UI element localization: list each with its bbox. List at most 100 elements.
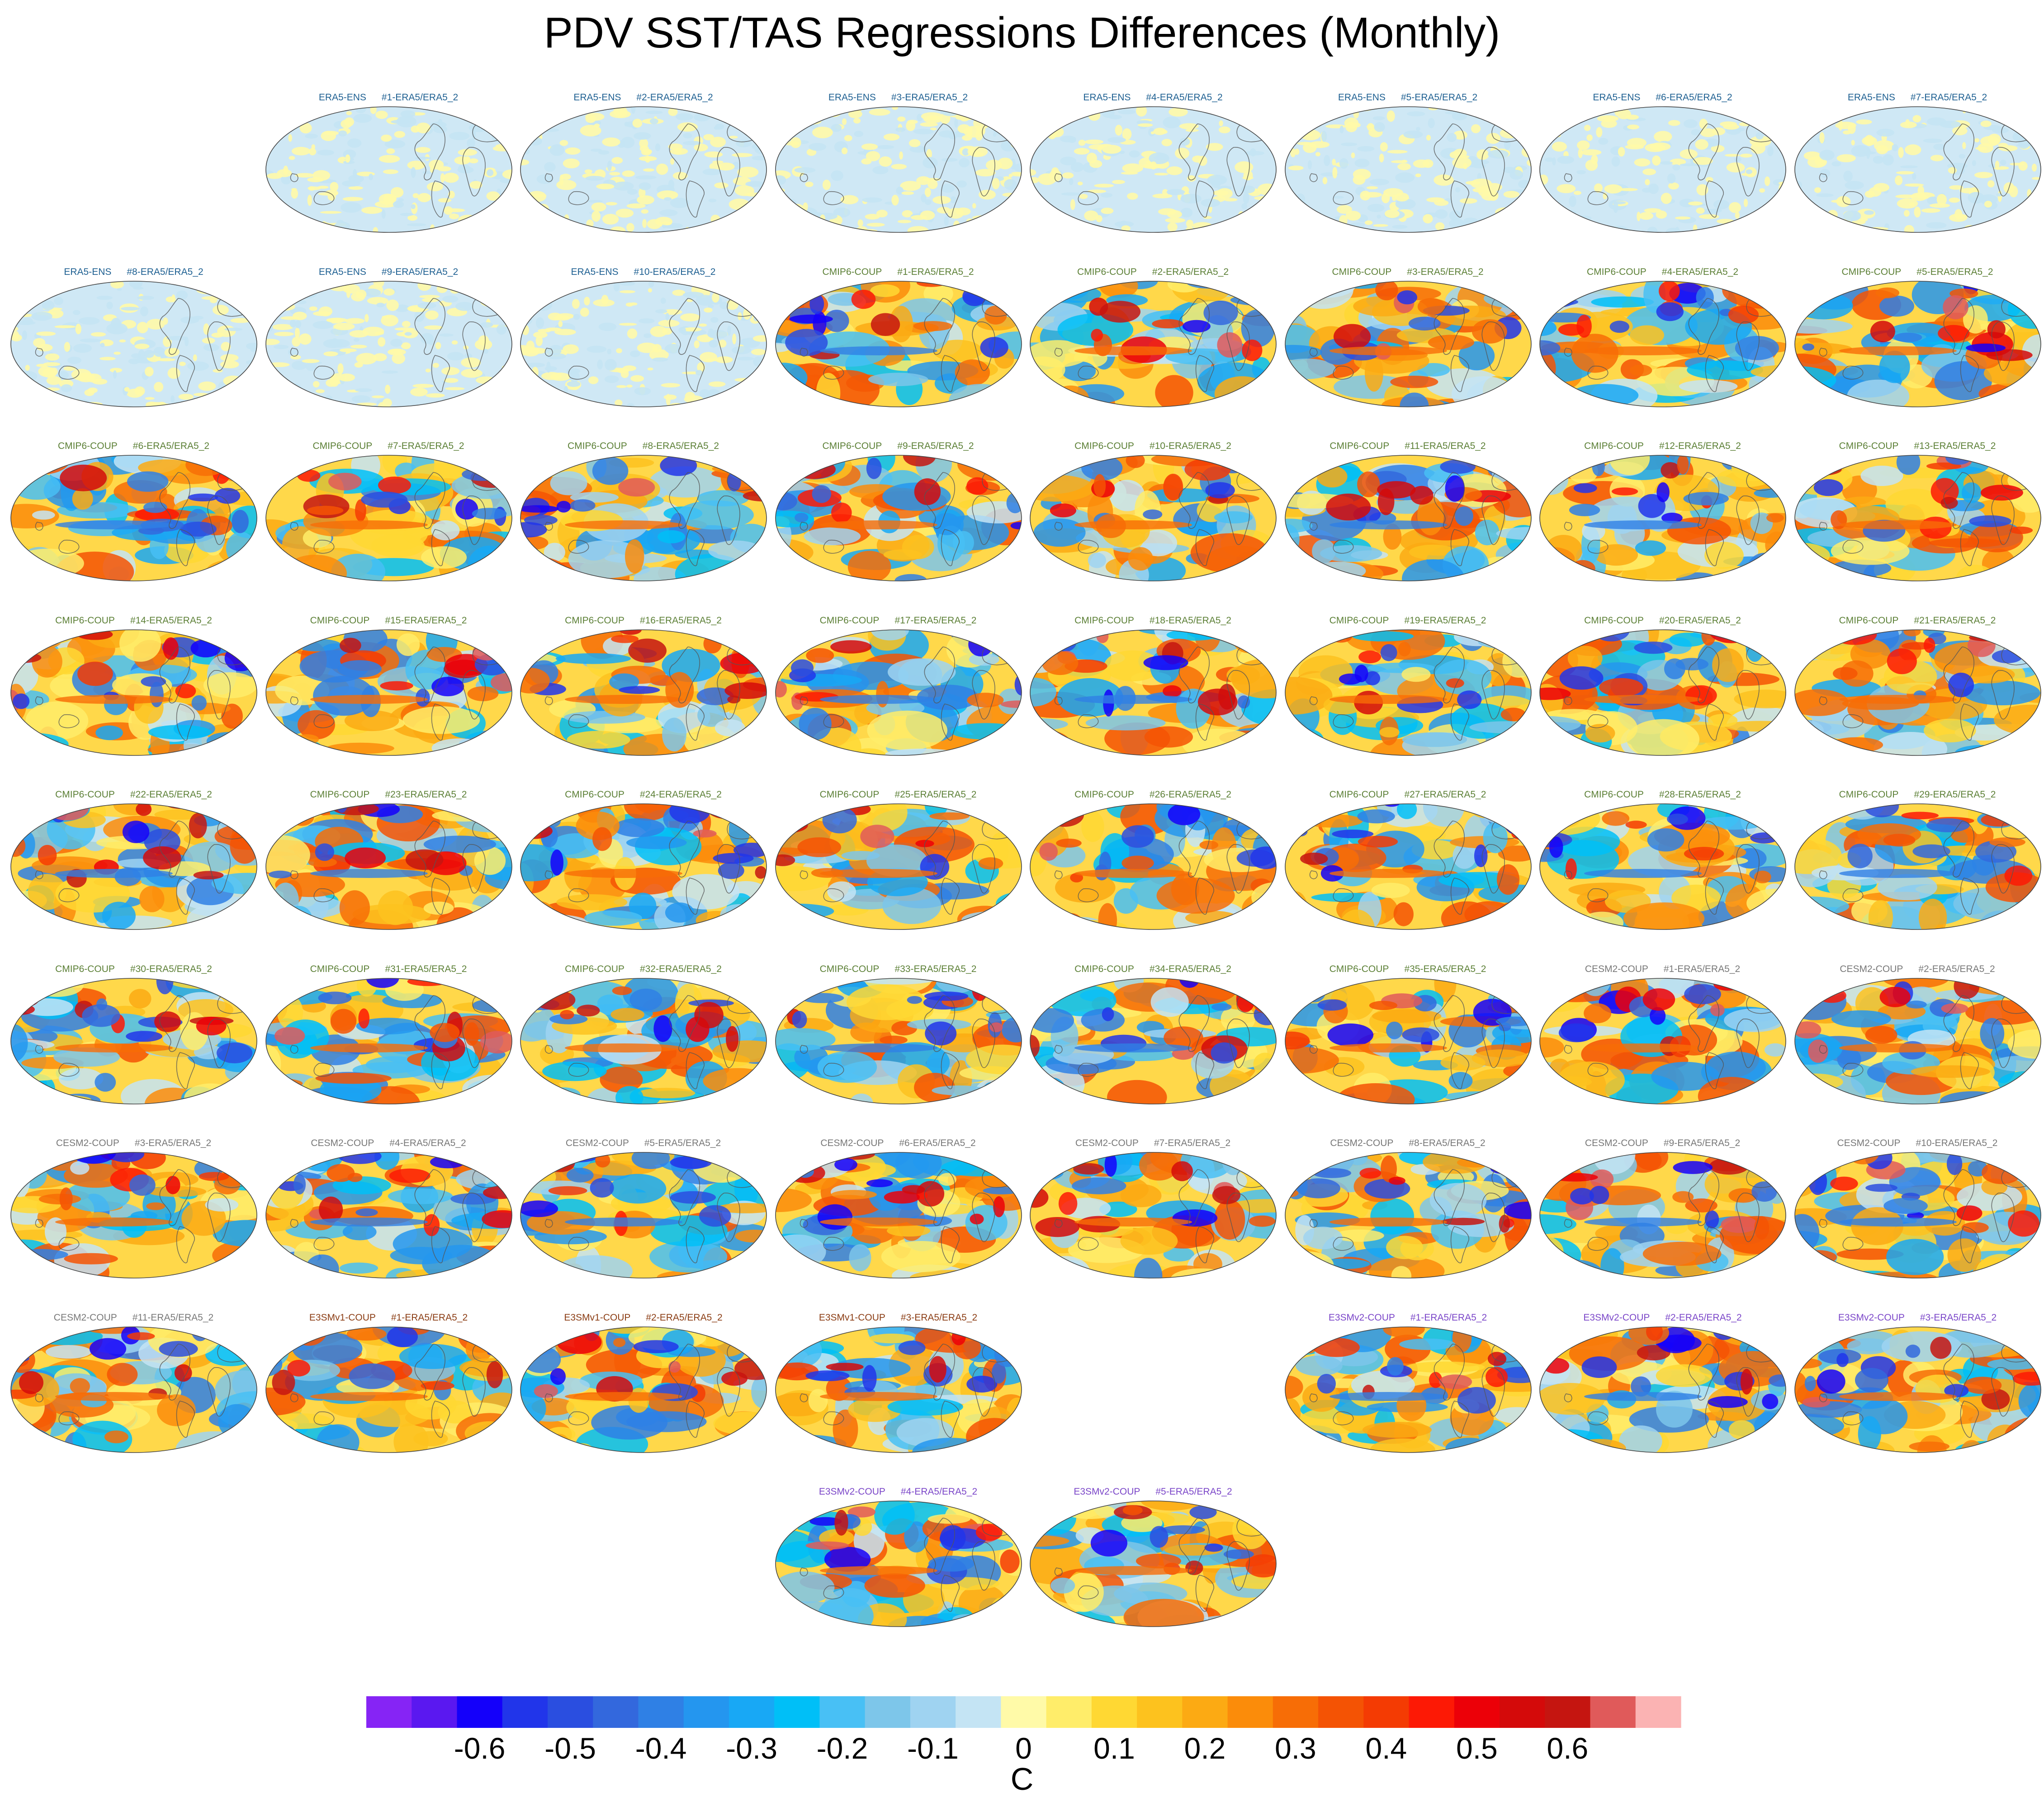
colorbar-swatch bbox=[683, 1696, 729, 1728]
robinson-map bbox=[1284, 803, 1532, 930]
panel-ensemble-label: CMIP6-COUP bbox=[1841, 266, 1902, 277]
panel: CMIP6-COUP #32-ERA5/ERA5_2 bbox=[516, 961, 771, 1136]
robinson-map bbox=[265, 1152, 512, 1279]
robinson-map bbox=[520, 977, 767, 1104]
panel-ensemble-label: CESM2-COUP bbox=[53, 1312, 117, 1323]
panel: CESM2-COUP #11-ERA5/ERA5_2 bbox=[6, 1310, 261, 1484]
panel-title: CMIP6-COUP #35-ERA5/ERA5_2 bbox=[1281, 961, 1535, 977]
robinson-map bbox=[520, 455, 767, 581]
figure-title: PDV SST/TAS Regressions Differences (Mon… bbox=[544, 9, 1500, 57]
panel: CMIP6-COUP #21-ERA5/ERA5_2 bbox=[1790, 613, 2044, 787]
colorbar-tick-label: 0.6 bbox=[1547, 1732, 1589, 1765]
panel-title: CESM2-COUP #2-ERA5/ERA5_2 bbox=[1790, 961, 2044, 977]
robinson-map bbox=[265, 803, 512, 930]
panel-title: CESM2-COUP #4-ERA5/ERA5_2 bbox=[261, 1135, 516, 1151]
panel-title: E3SMv2-COUP #5-ERA5/ERA5_2 bbox=[1026, 1484, 1280, 1500]
panel-member-label: #19-ERA5/ERA5_2 bbox=[1404, 615, 1486, 626]
panel-title: E3SMv2-COUP #3-ERA5/ERA5_2 bbox=[1790, 1310, 2044, 1326]
panel-title: CMIP6-COUP #7-ERA5/ERA5_2 bbox=[261, 438, 516, 454]
panel-member-label: #1-ERA5/ERA5_2 bbox=[381, 92, 459, 103]
colorbar-swatch bbox=[910, 1696, 956, 1728]
panel-ensemble-label: CMIP6-COUP bbox=[1329, 615, 1389, 626]
panel-member-label: #4-ERA5/ERA5_2 bbox=[1661, 266, 1739, 277]
panel-member-label: #2-ERA5/ERA5_2 bbox=[1918, 963, 1995, 974]
robinson-map bbox=[1794, 106, 2041, 233]
robinson-map bbox=[10, 629, 257, 756]
robinson-map bbox=[1030, 977, 1277, 1104]
panel-member-label: #11-ERA5/ERA5_2 bbox=[1405, 441, 1486, 451]
robinson-map bbox=[265, 280, 512, 407]
panel-ensemble-label: CMIP6-COUP bbox=[1584, 615, 1644, 626]
panel-ensemble-label: CESM2-COUP bbox=[1837, 1138, 1901, 1148]
robinson-map bbox=[775, 1152, 1022, 1279]
panel-member-label: #10-ERA5/ERA5_2 bbox=[1149, 441, 1231, 451]
robinson-map bbox=[520, 106, 767, 233]
panel-title: CESM2-COUP #10-ERA5/ERA5_2 bbox=[1790, 1135, 2044, 1151]
panel-title: CMIP6-COUP #9-ERA5/ERA5_2 bbox=[771, 438, 1026, 454]
panel-member-label: #30-ERA5/ERA5_2 bbox=[130, 963, 212, 974]
panel: CMIP6-COUP #26-ERA5/ERA5_2 bbox=[1026, 787, 1280, 961]
panel: E3SMv2-COUP #2-ERA5/ERA5_2 bbox=[1535, 1310, 1790, 1484]
panel-title: CESM2-COUP #7-ERA5/ERA5_2 bbox=[1026, 1135, 1280, 1151]
panel: CMIP6-COUP #5-ERA5/ERA5_2 bbox=[1790, 264, 2044, 439]
robinson-map bbox=[10, 280, 257, 407]
robinson-map bbox=[775, 977, 1022, 1104]
panel-title: E3SMv2-COUP #4-ERA5/ERA5_2 bbox=[771, 1484, 1026, 1500]
colorbar-tick-label: -0.1 bbox=[907, 1732, 959, 1765]
panel-ensemble-label: CMIP6-COUP bbox=[822, 266, 882, 277]
panel-title: CMIP6-COUP #12-ERA5/ERA5_2 bbox=[1535, 438, 1790, 454]
robinson-map bbox=[1539, 280, 1786, 407]
colorbar-swatch bbox=[1137, 1696, 1183, 1728]
colorbar-swatch bbox=[638, 1696, 684, 1728]
panel-ensemble-label: E3SMv1-COUP bbox=[564, 1312, 631, 1323]
panel-title: CMIP6-COUP #22-ERA5/ERA5_2 bbox=[6, 787, 261, 803]
panel-title: CMIP6-COUP #11-ERA5/ERA5_2 bbox=[1281, 438, 1535, 454]
panel: CMIP6-COUP #35-ERA5/ERA5_2 bbox=[1281, 961, 1535, 1136]
panel-member-label: #2-ERA5/ERA5_2 bbox=[1152, 266, 1229, 277]
panel-member-label: #5-ERA5/ERA5_2 bbox=[644, 1138, 721, 1148]
colorbar-swatch bbox=[774, 1696, 820, 1728]
panel-ensemble-label: E3SMv2-COUP bbox=[1838, 1312, 1905, 1323]
panel-title: CMIP6-COUP #31-ERA5/ERA5_2 bbox=[261, 961, 516, 977]
panel-member-label: #8-ERA5/ERA5_2 bbox=[642, 441, 719, 451]
panel-member-label: #6-ERA5/ERA5_2 bbox=[899, 1138, 976, 1148]
colorbar-tick-label: -0.3 bbox=[726, 1732, 777, 1765]
panel-member-label: #9-ERA5/ERA5_2 bbox=[381, 266, 459, 277]
robinson-map bbox=[1539, 629, 1786, 756]
panel-member-label: #17-ERA5/ERA5_2 bbox=[894, 615, 977, 626]
robinson-map bbox=[520, 629, 767, 756]
panel-member-label: #7-ERA5/ERA5_2 bbox=[388, 441, 464, 451]
panel-ensemble-label: CMIP6-COUP bbox=[819, 615, 880, 626]
colorbar-tick-label: 0.3 bbox=[1275, 1732, 1316, 1765]
panel: E3SMv1-COUP #2-ERA5/ERA5_2 bbox=[516, 1310, 771, 1484]
panel-title: ERA5-ENS #3-ERA5/ERA5_2 bbox=[771, 90, 1026, 106]
robinson-map bbox=[775, 1500, 1022, 1627]
colorbar-tick-label: 0.1 bbox=[1093, 1732, 1135, 1765]
panel-title: CMIP6-COUP #26-ERA5/ERA5_2 bbox=[1026, 787, 1280, 803]
panel: CMIP6-COUP #31-ERA5/ERA5_2 bbox=[261, 961, 516, 1136]
panel: CMIP6-COUP #6-ERA5/ERA5_2 bbox=[6, 438, 261, 613]
panel: ERA5-ENS #3-ERA5/ERA5_2 bbox=[771, 90, 1026, 264]
panel-title: CESM2-COUP #5-ERA5/ERA5_2 bbox=[516, 1135, 771, 1151]
panel: ERA5-ENS #8-ERA5/ERA5_2 bbox=[6, 264, 261, 439]
panel-member-label: #21-ERA5/ERA5_2 bbox=[1914, 615, 1996, 626]
robinson-map bbox=[1284, 629, 1532, 756]
panel-ensemble-label: CMIP6-COUP bbox=[1839, 441, 1899, 451]
robinson-map bbox=[520, 803, 767, 930]
robinson-map bbox=[775, 280, 1022, 407]
panel-title: CMIP6-COUP #2-ERA5/ERA5_2 bbox=[1026, 264, 1280, 280]
panel: CMIP6-COUP #16-ERA5/ERA5_2 bbox=[516, 613, 771, 787]
robinson-map bbox=[1794, 803, 2041, 930]
panel-member-label: #10-ERA5/ERA5_2 bbox=[634, 266, 716, 277]
panel-member-label: #29-ERA5/ERA5_2 bbox=[1914, 789, 1996, 800]
panel-title: ERA5-ENS #8-ERA5/ERA5_2 bbox=[6, 264, 261, 280]
panel-ensemble-label: CMIP6-COUP bbox=[310, 963, 370, 974]
panel-member-label: #26-ERA5/ERA5_2 bbox=[1149, 789, 1231, 800]
panel-member-label: #3-ERA5/ERA5_2 bbox=[1407, 266, 1484, 277]
panel-ensemble-label: CMIP6-COUP bbox=[312, 441, 373, 451]
panel-title: CESM2-COUP #9-ERA5/ERA5_2 bbox=[1535, 1135, 1790, 1151]
panel-title: CMIP6-COUP #10-ERA5/ERA5_2 bbox=[1026, 438, 1280, 454]
panel-title: CMIP6-COUP #18-ERA5/ERA5_2 bbox=[1026, 613, 1280, 629]
panel-title: CMIP6-COUP #6-ERA5/ERA5_2 bbox=[6, 438, 261, 454]
panel-ensemble-label: CMIP6-COUP bbox=[1074, 441, 1134, 451]
